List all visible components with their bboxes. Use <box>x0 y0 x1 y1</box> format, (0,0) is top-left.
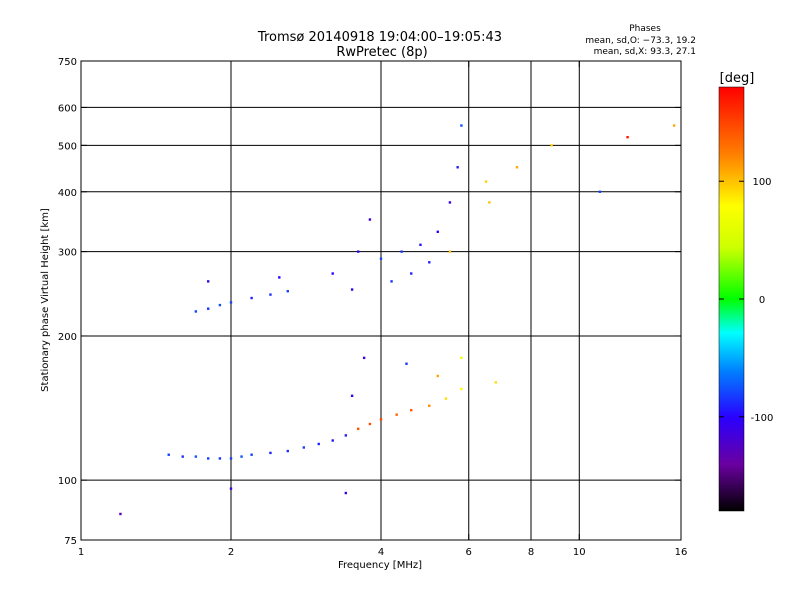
data-point <box>286 290 289 293</box>
data-points <box>119 124 676 516</box>
colorbar-label: [deg] <box>720 71 755 86</box>
data-point <box>317 442 320 446</box>
x-tick-label: 8 <box>528 547 534 558</box>
x-tick-label: 16 <box>675 547 688 558</box>
data-point <box>428 404 431 407</box>
data-point <box>218 457 222 460</box>
data-point <box>269 451 272 455</box>
colorbar-tick-label: 0 <box>759 295 765 306</box>
y-tick-label: 100 <box>58 476 77 487</box>
data-point <box>194 310 198 313</box>
chart-subtitle: RwPretec (8p) <box>336 45 427 60</box>
data-point <box>368 218 372 221</box>
y-axis-ticks: 75 100 200 300 400 500 600 750 <box>58 57 681 547</box>
x-axis-ticks: 1 2 4 6 8 10 16 <box>78 61 688 558</box>
data-point <box>229 457 233 460</box>
data-point <box>206 457 210 460</box>
grid-lines <box>81 61 681 540</box>
data-point <box>598 190 602 193</box>
data-point <box>350 288 354 291</box>
y-tick-label: 75 <box>64 536 77 547</box>
data-point <box>379 418 383 421</box>
data-point <box>278 276 281 279</box>
y-tick-label: 600 <box>58 103 77 114</box>
data-point <box>410 272 413 275</box>
data-point <box>344 434 348 437</box>
data-point <box>350 394 354 398</box>
data-point <box>218 303 222 307</box>
y-tick-label: 300 <box>58 248 77 259</box>
x-tick-label: 2 <box>228 547 234 558</box>
x-tick-label: 10 <box>573 547 586 558</box>
data-point <box>229 301 233 304</box>
data-point <box>436 374 439 378</box>
data-point <box>436 230 439 233</box>
colorbar-tick-label: -100 <box>751 413 774 424</box>
data-point <box>379 257 383 260</box>
data-point <box>460 356 463 360</box>
data-point <box>240 455 243 458</box>
y-axis-label: Stationary phase Virtual Height [km] <box>40 208 51 392</box>
data-point <box>331 439 334 442</box>
data-point <box>368 422 372 426</box>
y-tick-label: 200 <box>58 332 77 343</box>
data-point <box>550 144 553 147</box>
y-tick-label: 500 <box>58 141 77 152</box>
data-point <box>515 166 519 169</box>
data-point <box>356 250 360 253</box>
data-point <box>672 124 676 127</box>
x-tick-label: 4 <box>378 547 384 558</box>
data-point <box>405 362 408 365</box>
data-point <box>460 387 463 391</box>
data-point <box>181 455 184 458</box>
data-point <box>395 413 398 416</box>
phases-heading: Phases <box>629 24 661 34</box>
data-point <box>362 356 366 360</box>
data-point <box>419 243 422 246</box>
data-point <box>356 427 360 431</box>
colorbar-ticks: 100 0 -100 <box>719 177 773 424</box>
y-tick-label: 750 <box>58 57 77 68</box>
data-point <box>344 491 348 495</box>
data-point <box>410 408 413 412</box>
chart-title: Tromsø 20140918 19:04:00–19:05:43 <box>257 30 502 45</box>
data-point <box>229 487 233 490</box>
data-point <box>444 397 448 400</box>
data-point <box>484 180 488 183</box>
data-point <box>269 293 272 296</box>
data-point <box>460 124 463 127</box>
x-tick-label: 1 <box>78 547 84 558</box>
data-point <box>448 201 452 204</box>
y-tick-label: 400 <box>58 188 77 199</box>
data-point <box>302 446 306 449</box>
phases-o-stats: mean, sd,O: −73.3, 19.2 <box>585 36 696 46</box>
data-point <box>494 381 498 384</box>
data-point <box>286 449 289 453</box>
data-point <box>448 250 452 253</box>
data-point <box>119 512 122 516</box>
phases-x-stats: mean, sd,X: 93.3, 27.1 <box>594 47 696 57</box>
data-point <box>250 453 253 456</box>
data-point <box>626 135 629 139</box>
x-axis-label: Frequency [MHz] <box>338 560 422 571</box>
data-point <box>456 166 459 169</box>
data-point <box>331 272 334 275</box>
data-point <box>194 455 198 458</box>
data-point <box>390 280 393 283</box>
x-tick-label: 6 <box>466 547 472 558</box>
data-point <box>206 307 210 310</box>
data-point <box>400 250 403 253</box>
data-point <box>428 261 431 264</box>
colorbar-tick-label: 100 <box>752 177 771 188</box>
data-point <box>167 453 170 456</box>
data-point <box>250 296 253 300</box>
data-point <box>206 280 210 283</box>
data-point <box>488 201 491 204</box>
